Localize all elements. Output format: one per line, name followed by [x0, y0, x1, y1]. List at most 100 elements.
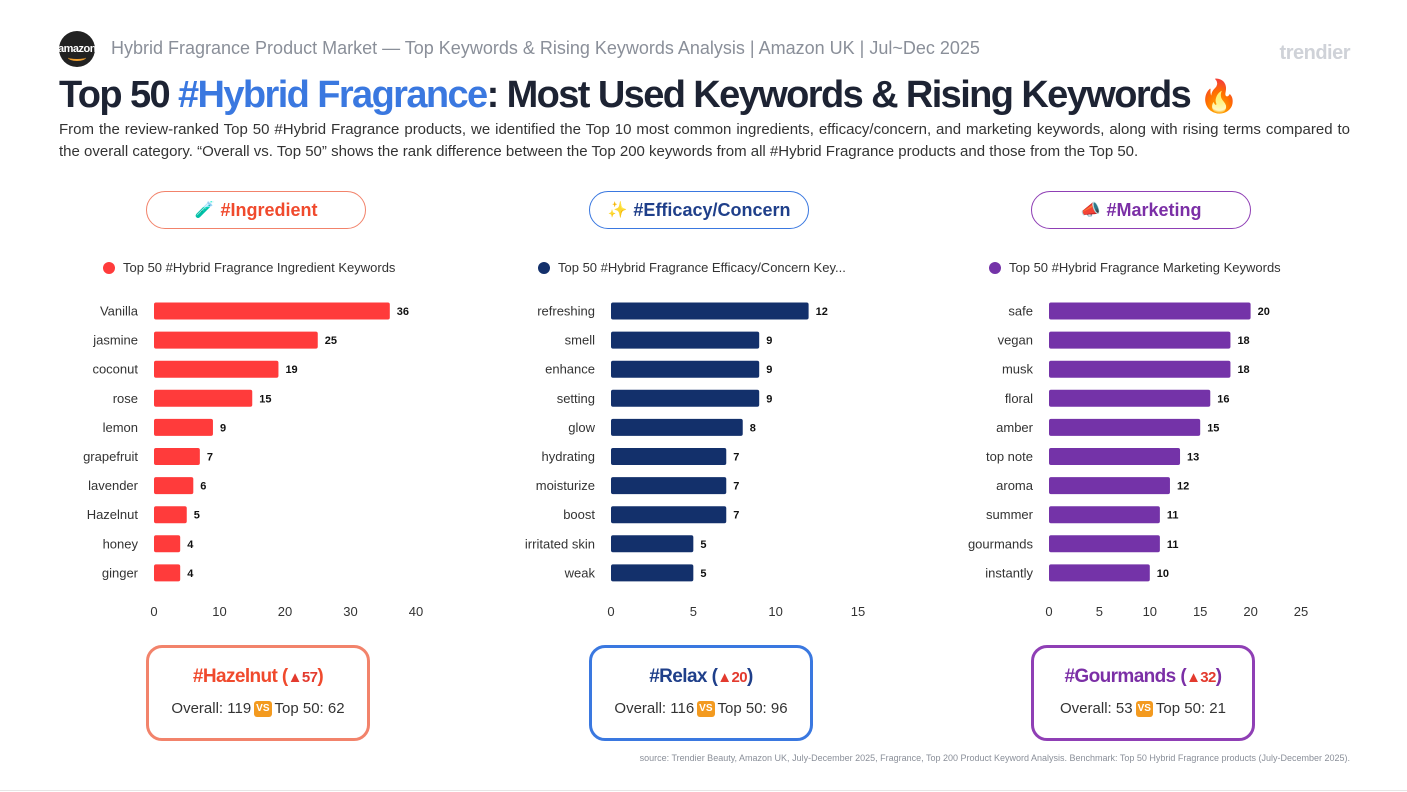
title-prefix: Top 50	[59, 74, 178, 116]
data-label: 7	[207, 452, 213, 464]
bar	[611, 360, 760, 378]
rank-comparison: Overall: 116 VS Top 50: 96	[592, 700, 810, 717]
data-label: 13	[1187, 452, 1199, 464]
test-tube-icon: 🧪	[194, 202, 215, 219]
legend-dot	[989, 261, 1001, 274]
bar	[1049, 477, 1170, 495]
vs-icon: VS	[254, 700, 272, 717]
tick-label: 20	[278, 604, 292, 619]
tick-label: 10	[768, 604, 782, 619]
category-label: summer	[986, 507, 1034, 522]
smile-icon	[68, 54, 86, 61]
category-label: floral	[1005, 391, 1033, 406]
bar	[611, 418, 743, 436]
data-label: 12	[816, 306, 828, 318]
data-label: 8	[750, 422, 756, 434]
efficacy-legend: Top 50 #Hybrid Fragrance Efficacy/Concer…	[538, 260, 846, 275]
efficacy-pill-label: #Efficacy/Concern	[633, 199, 791, 220]
data-label: 15	[259, 393, 271, 405]
category-label: top note	[986, 449, 1033, 464]
category-label: moisturize	[536, 478, 595, 493]
megaphone-icon: 📣	[1080, 202, 1101, 219]
bar	[154, 302, 390, 320]
category-label: rose	[113, 391, 138, 406]
report-subtitle: Hybrid Fragrance Product Market — Top Ke…	[111, 38, 980, 58]
marketing-pill: 📣 #Marketing	[1031, 191, 1251, 229]
bar	[1049, 535, 1160, 553]
marketing-rising-card: #Gourmands (▲32) Overall: 53 VS Top 50: 21	[1031, 645, 1255, 741]
bar	[154, 506, 187, 524]
sparkles-icon: ✨	[607, 202, 628, 219]
category-label: vegan	[998, 333, 1033, 348]
data-label: 5	[194, 510, 200, 522]
overall-rank: Overall: 119	[171, 700, 252, 717]
category-label: refreshing	[537, 304, 595, 319]
overall-rank: Overall: 53	[1060, 700, 1133, 717]
rising-keyword: #Gourmands (▲32)	[1064, 666, 1222, 687]
data-label: 7	[733, 452, 739, 464]
category-label: irritated skin	[525, 536, 595, 551]
title-highlight: #Hybrid Fragrance	[178, 74, 488, 116]
tick-label: 30	[343, 604, 357, 619]
data-label: 15	[1207, 422, 1219, 434]
bar	[1049, 418, 1201, 436]
category-label: instantly	[985, 565, 1033, 580]
category-label: ginger	[102, 565, 139, 580]
bar	[611, 564, 694, 582]
bar	[611, 506, 727, 524]
tick-label: 15	[851, 604, 865, 619]
data-label: 9	[766, 364, 772, 376]
bar	[154, 535, 181, 553]
efficacy-chart: refreshing 12 smell 9 enhance 9 setting 9 glow 8 h…	[525, 302, 865, 619]
data-label: 6	[200, 481, 206, 493]
top50-rank: Top 50: 21	[1155, 700, 1226, 717]
bar	[611, 477, 727, 495]
legend-label: Top 50 #Hybrid Fragrance Marketing Keywo…	[1009, 260, 1281, 275]
legend-label: Top 50 #Hybrid Fragrance Efficacy/Concer…	[558, 260, 846, 275]
bar	[1049, 331, 1231, 349]
data-label: 4	[187, 539, 194, 551]
data-label: 10	[1157, 568, 1169, 580]
ingredient-rising-card: #Hazelnut (▲57) Overall: 119 VS Top 50: 62	[146, 645, 370, 741]
data-label: 18	[1237, 335, 1249, 347]
data-label: 7	[733, 510, 739, 522]
bar	[1049, 360, 1231, 378]
vs-icon: VS	[1135, 700, 1153, 717]
rank-comparison: Overall: 53 VS Top 50: 21	[1034, 700, 1252, 717]
ingredient-chart: Vanilla 36 jasmine 25 coconut 19 rose 15 lemon 9 g…	[83, 302, 423, 619]
category-label: musk	[1002, 362, 1034, 377]
marketing-chart: safe 20 vegan 18 musk 18 floral 16 amber 15 top no…	[968, 302, 1308, 619]
rising-change: ▲57	[287, 669, 318, 686]
tick-label: 0	[607, 604, 614, 619]
legend-label: Top 50 #Hybrid Fragrance Ingredient Keyw…	[123, 260, 396, 275]
bar	[154, 331, 318, 349]
category-label: lavender	[88, 478, 139, 493]
logo-text: amazon	[59, 43, 95, 55]
data-label: 9	[220, 422, 226, 434]
category-label: honey	[103, 536, 139, 551]
rank-comparison: Overall: 119 VS Top 50: 62	[149, 700, 367, 717]
category-label: enhance	[545, 362, 595, 377]
data-label: 7	[733, 481, 739, 493]
category-label: aroma	[996, 478, 1034, 493]
bar	[154, 564, 181, 582]
bar	[611, 535, 694, 553]
category-label: gourmands	[968, 536, 1034, 551]
source-note: source: Trendier Beauty, Amazon UK, July…	[639, 753, 1350, 763]
category-label: jasmine	[92, 333, 138, 348]
fire-icon: 🔥	[1199, 78, 1239, 114]
vs-icon: VS	[697, 700, 715, 717]
bar	[1049, 564, 1150, 582]
data-label: 25	[325, 335, 337, 347]
bar	[154, 477, 194, 495]
bar	[154, 448, 200, 465]
tick-label: 10	[1143, 604, 1157, 619]
page-title: Top 50 #Hybrid Fragrance: Most Used Keyw…	[59, 74, 1239, 117]
top50-rank: Top 50: 62	[274, 700, 345, 717]
amazon-logo: amazon	[59, 31, 95, 67]
ingredient-pill: 🧪 #Ingredient	[146, 191, 366, 229]
marketing-legend: Top 50 #Hybrid Fragrance Marketing Keywo…	[989, 260, 1281, 275]
ingredient-legend: Top 50 #Hybrid Fragrance Ingredient Keyw…	[103, 260, 395, 275]
tick-label: 25	[1294, 604, 1308, 619]
data-label: 11	[1167, 510, 1179, 522]
